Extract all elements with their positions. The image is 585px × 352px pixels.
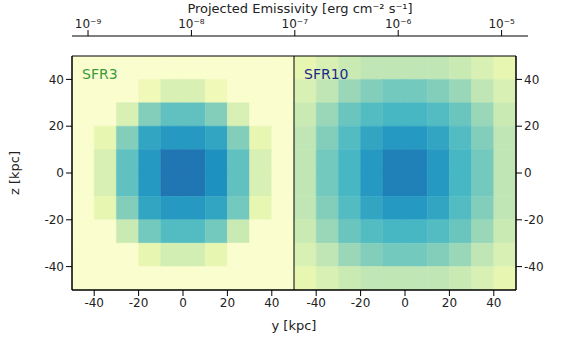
svg-text:20: 20 (220, 296, 235, 310)
svg-text:-40: -40 (84, 296, 104, 310)
svg-text:20: 20 (442, 296, 457, 310)
svg-text:40: 40 (486, 296, 501, 310)
svg-text:10⁻⁹: 10⁻⁹ (75, 17, 102, 31)
html-text:SFR10: SFR10 (304, 66, 349, 82)
svg-text:10⁻⁷: 10⁻⁷ (282, 17, 309, 31)
svg-text:0: 0 (179, 296, 187, 310)
svg-text:-40: -40 (44, 260, 64, 274)
svg-text:20: 20 (49, 119, 64, 133)
html-text:SFR3: SFR3 (82, 66, 118, 82)
svg-text:40: 40 (49, 73, 64, 87)
svg-text:z [kpc]: z [kpc] (7, 151, 22, 195)
svg-text:40: 40 (524, 73, 539, 87)
svg-text:10⁻⁵: 10⁻⁵ (488, 17, 515, 31)
svg-text:-20: -20 (44, 213, 64, 227)
svg-text:-20: -20 (351, 296, 371, 310)
svg-text:0: 0 (56, 166, 64, 180)
svg-text:10⁻⁶: 10⁻⁶ (385, 17, 412, 31)
svg-text:0: 0 (401, 296, 409, 310)
svg-text:10⁻⁸: 10⁻⁸ (178, 17, 205, 31)
svg-text:-40: -40 (306, 296, 326, 310)
svg-text:-20: -20 (524, 213, 544, 227)
svg-text:-20: -20 (129, 296, 149, 310)
svg-text:0: 0 (524, 166, 532, 180)
html-text:Projected Emissivity [erg cm⁻²: Projected Emissivity [erg cm⁻² s⁻¹] (187, 1, 413, 16)
svg-text:-40: -40 (524, 260, 544, 274)
svg-text:20: 20 (524, 119, 539, 133)
html-text:y [kpc]: y [kpc] (271, 318, 317, 333)
svg-text:40: 40 (264, 296, 279, 310)
